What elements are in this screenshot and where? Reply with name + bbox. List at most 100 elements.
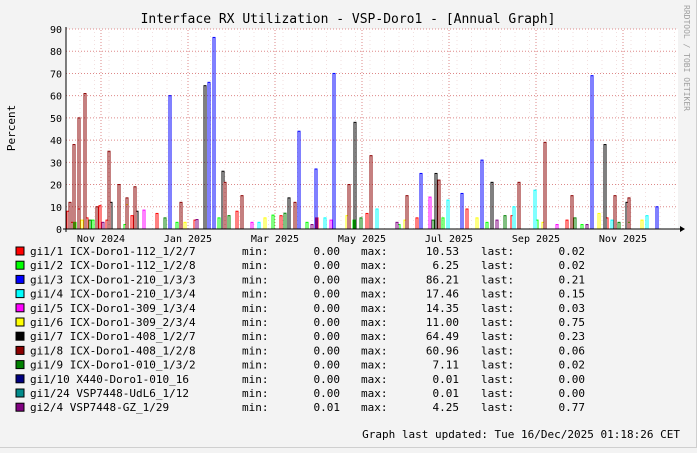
y-tick-label: 30: [50, 158, 62, 169]
legend-max-value: 64.49: [426, 330, 459, 343]
legend-min-label: min:: [242, 316, 269, 329]
legend-last-value: 0.21: [559, 273, 586, 286]
y-tick-label: 0: [56, 225, 62, 236]
legend-swatch: [15, 331, 25, 341]
y-tick-label: 90: [50, 25, 62, 36]
x-axis-arrow: [680, 226, 685, 232]
legend-max-label: max:: [361, 330, 388, 343]
legend-series-name: gi1/1 ICX-Doro1-112_1/2/7: [30, 245, 196, 258]
legend-series-name: gi1/8 ICX-Doro1-408_1/2/8: [30, 344, 196, 357]
legend-last-value: 0.06: [559, 344, 586, 357]
legend-max-value: 17.46: [426, 288, 459, 301]
legend-last-value: 0.03: [559, 302, 586, 315]
legend-min-value: 0.00: [314, 273, 341, 286]
y-tick-label: 60: [50, 92, 62, 103]
legend-min-value: 0.00: [314, 259, 341, 272]
x-tick-label: Sep 2025: [512, 234, 560, 245]
chart-title: Interface RX Utilization - VSP-Doro1 - […: [141, 12, 556, 27]
legend-last-label: last:: [481, 387, 514, 400]
legend-series-name: gi1/2 ICX-Doro1-112_1/2/8: [30, 259, 196, 272]
legend-last-label: last:: [481, 302, 514, 315]
legend-min-value: 0.00: [314, 302, 341, 315]
x-tick-label: Jul 2025: [425, 234, 473, 245]
legend-series-name: gi1/4 ICX-Doro1-210_1/3/4: [30, 288, 196, 301]
x-tick-label: May 2025: [338, 234, 386, 245]
legend-max-label: max:: [361, 302, 388, 315]
legend-series-name: gi1/9 ICX-Doro1-010_1/3/2: [30, 359, 196, 372]
grid-lines: [66, 28, 678, 229]
legend-last-label: last:: [481, 344, 514, 357]
legend-swatch: [15, 289, 25, 299]
footer-updated: Graph last updated: Tue 16/Dec/2025 01:1…: [362, 428, 680, 441]
x-tick-label: Nov 2025: [599, 234, 647, 245]
legend-last-label: last:: [481, 259, 514, 272]
legend-last-label: last:: [481, 288, 514, 301]
legend-min-value: 0.00: [314, 387, 341, 400]
legend-last-value: 0.02: [559, 359, 586, 372]
legend-max-value: 0.01: [433, 373, 460, 386]
legend-swatch: [15, 402, 25, 412]
legend-min-value: 0.00: [314, 373, 341, 386]
legend-min-label: min:: [242, 401, 269, 414]
legend-min-label: min:: [242, 359, 269, 372]
legend-last-value: 0.02: [559, 245, 586, 258]
legend-min-label: min:: [242, 288, 269, 301]
legend-min-label: min:: [242, 259, 269, 272]
legend-max-value: 11.00: [426, 316, 459, 329]
legend-swatch: [15, 345, 25, 355]
legend-swatch: [15, 360, 25, 370]
legend-series-name: gi1/3 ICX-Doro1-210_1/3/3: [30, 273, 196, 286]
legend-min-label: min:: [242, 302, 269, 315]
legend-series-name: gi2/4 VSP7448-GZ_1/29: [30, 401, 169, 414]
legend-series-name: gi1/10 X440-Doro1-010_16: [30, 373, 189, 386]
legend-min-value: 0.00: [314, 344, 341, 357]
x-tick-labels: Nov 2024 Jan 2025 Mar 2025 May 2025 Jul 2025…: [77, 234, 647, 245]
x-tick-label: Nov 2024: [77, 234, 125, 245]
legend-min-label: min:: [242, 344, 269, 357]
legend-max-label: max:: [361, 344, 388, 357]
legend-min-value: 0.01: [314, 401, 341, 414]
legend-last-label: last:: [481, 330, 514, 343]
legend-max-value: 7.11: [433, 359, 460, 372]
y-tick-labels: 0 10 20 30 40 50 60 70 80 90: [50, 25, 62, 236]
legend-max-label: max:: [361, 259, 388, 272]
legend-last-label: last:: [481, 401, 514, 414]
legend-series-name: gi1/7 ICX-Doro1-408_1/2/7: [30, 330, 196, 343]
legend-last-label: last:: [481, 273, 514, 286]
y-tick-label: 40: [50, 136, 62, 147]
y-tick-label: 70: [50, 69, 62, 80]
legend-swatch: [15, 317, 25, 327]
legend-last-value: 0.02: [559, 259, 586, 272]
legend-max-label: max:: [361, 401, 388, 414]
legend-min-value: 0.00: [314, 316, 341, 329]
legend-series-name: gi1/24 VSP7448-UdL6_1/12: [30, 387, 189, 400]
legend-min-label: min:: [242, 273, 269, 286]
legend-max-label: max:: [361, 273, 388, 286]
legend-swatch: [15, 374, 25, 384]
legend-max-value: 0.01: [433, 387, 460, 400]
watermark: RRDTOOL / TOBI OETIKER: [682, 5, 691, 111]
y-tick-label: 20: [50, 181, 62, 192]
legend-swatch: [15, 246, 25, 256]
x-tick-label: Mar 2025: [251, 234, 299, 245]
legend-max-value: 60.96: [426, 344, 459, 357]
legend-min-value: 0.00: [314, 330, 341, 343]
legend-min-label: min:: [242, 373, 269, 386]
legend-max-label: max:: [361, 373, 388, 386]
legend-max-value: 10.53: [426, 245, 459, 258]
legend-series-name: gi1/6 ICX-Doro1-309_2/3/4: [30, 316, 196, 329]
legend-last-value: 0.15: [559, 288, 586, 301]
legend-last-value: 0.00: [559, 373, 586, 386]
legend-swatch: [15, 388, 25, 398]
legend-max-value: 4.25: [433, 401, 460, 414]
legend-min-value: 0.00: [314, 359, 341, 372]
x-tick-label: Jan 2025: [164, 234, 212, 245]
legend-swatch: [15, 303, 25, 313]
legend-max-value: 86.21: [426, 273, 459, 286]
y-tick-label: 10: [50, 203, 62, 214]
legend-max-label: max:: [361, 359, 388, 372]
legend-series-name: gi1/5 ICX-Doro1-309_1/3/4: [30, 302, 196, 315]
legend-last-label: last:: [481, 359, 514, 372]
